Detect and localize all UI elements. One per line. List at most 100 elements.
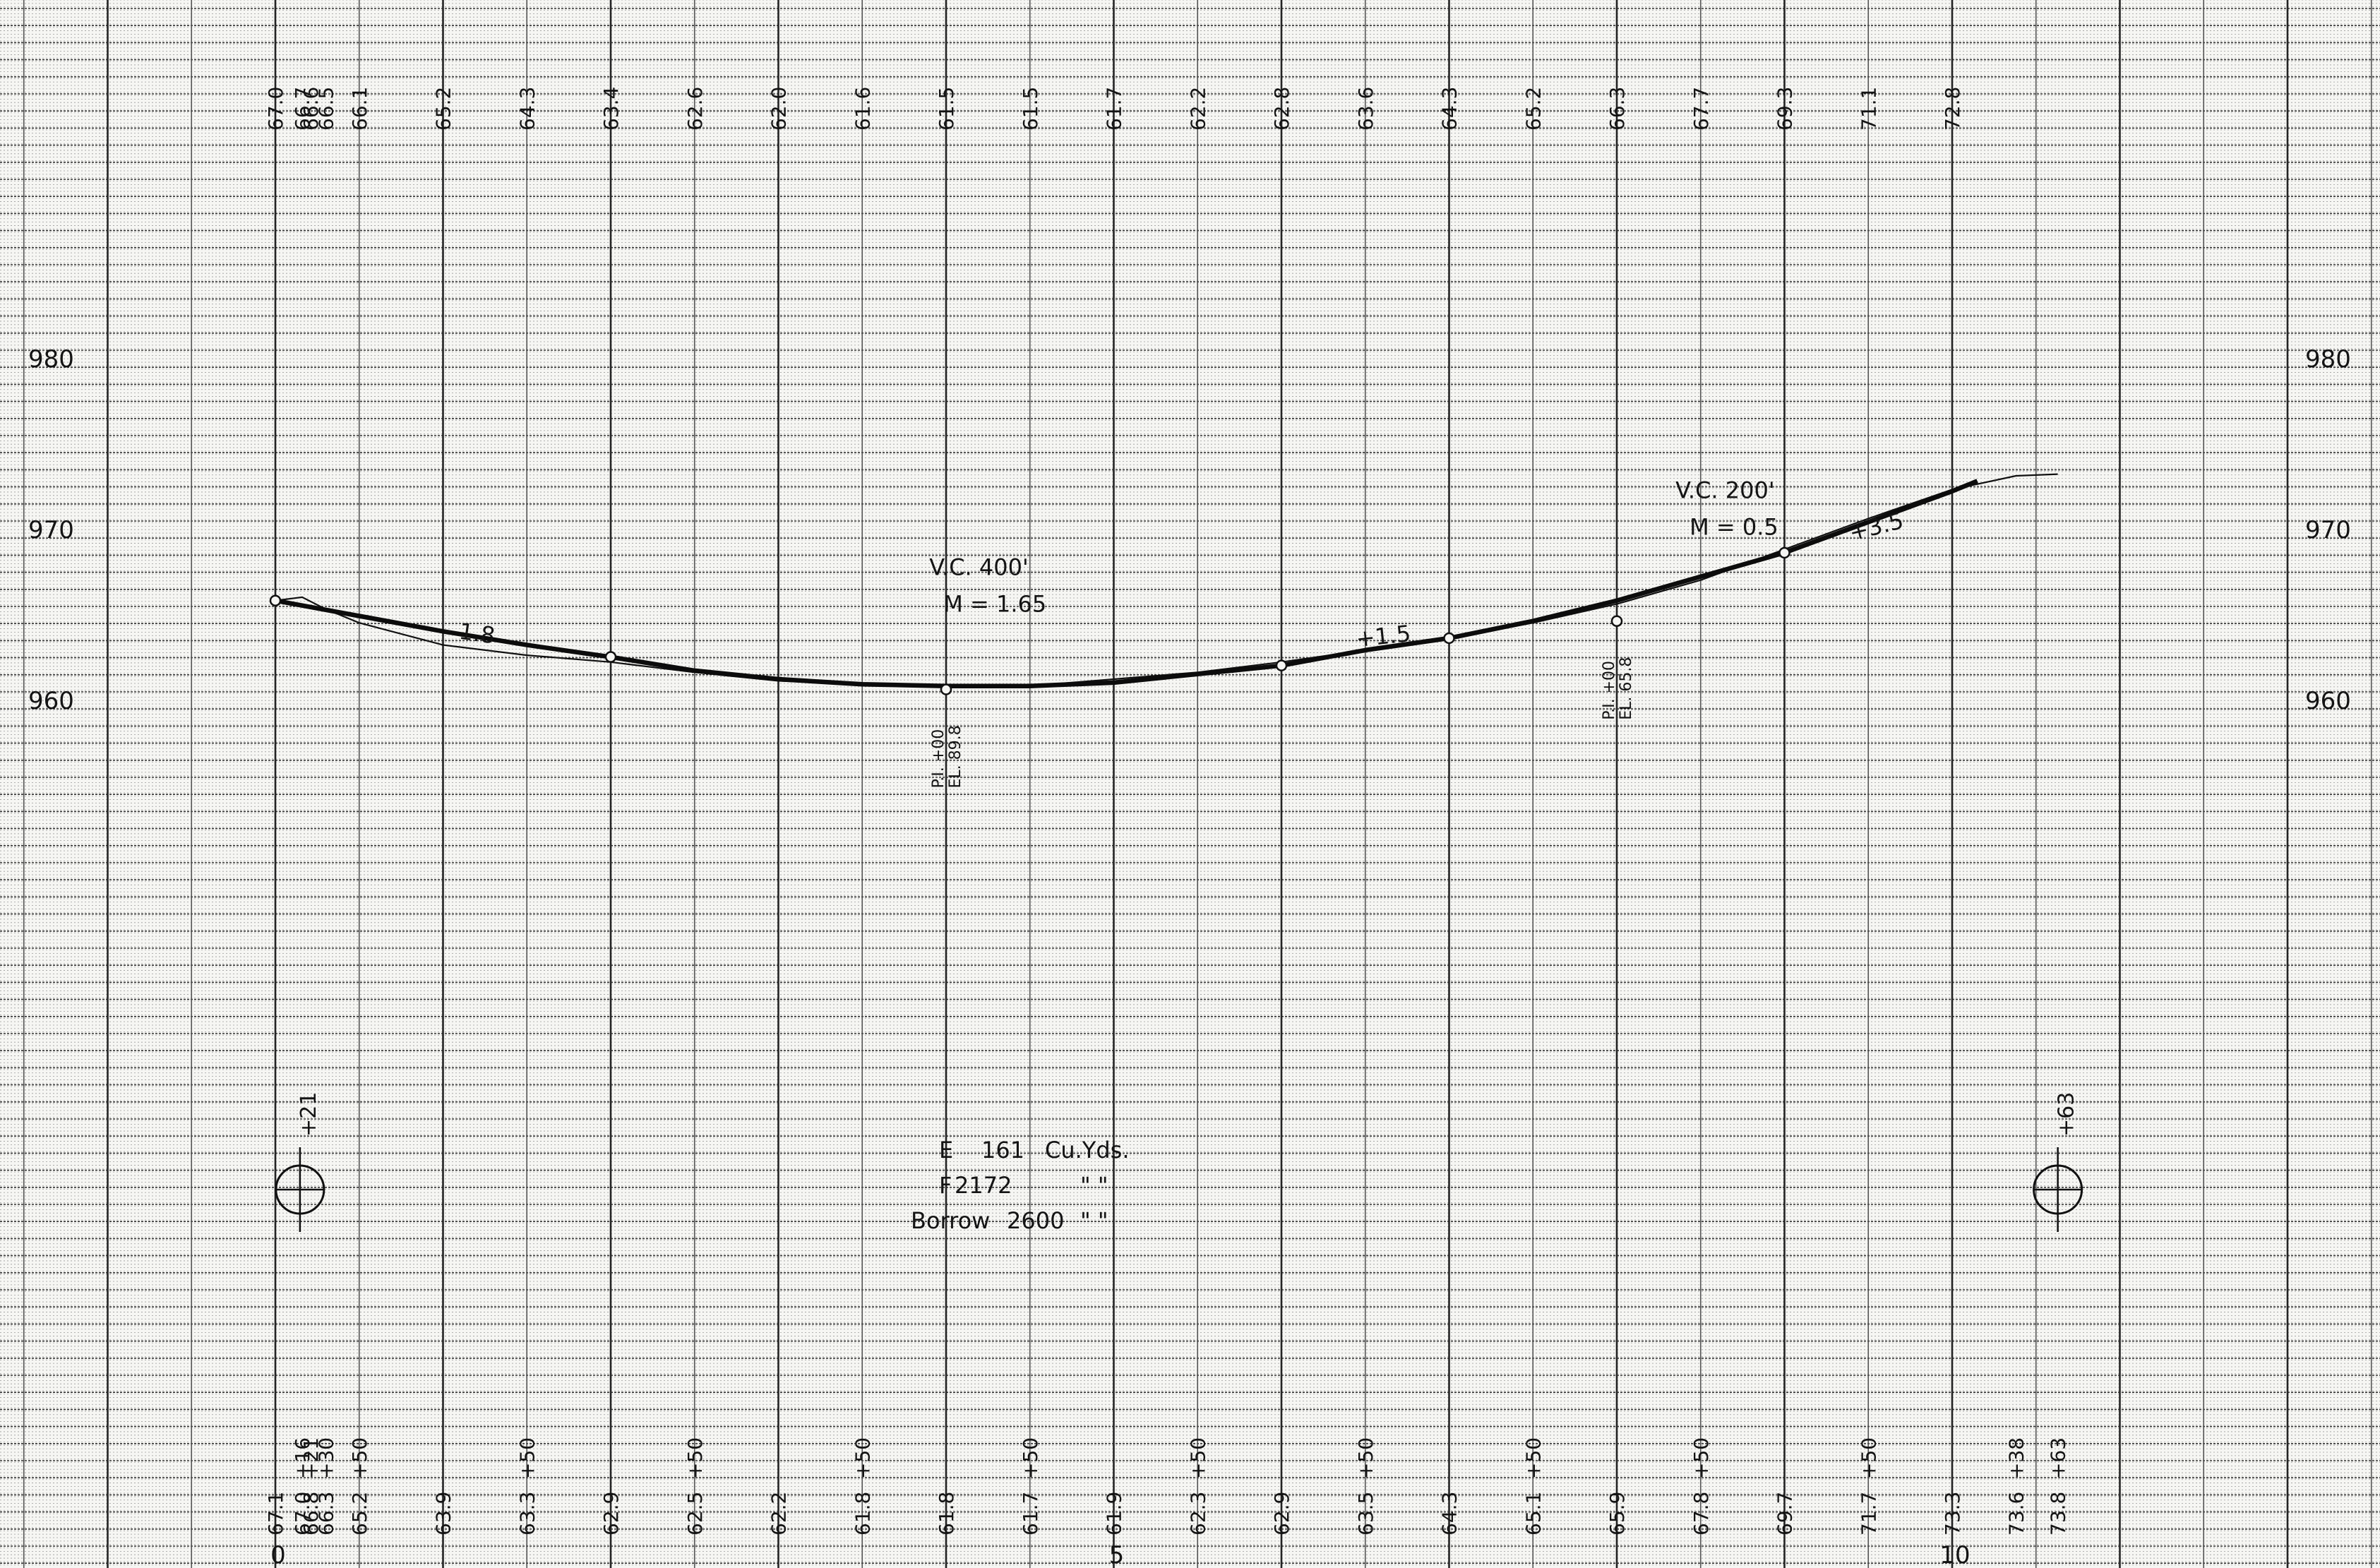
top-elevation-label: 67.0	[264, 87, 287, 131]
bottom-station-plus-label: +30	[314, 1437, 337, 1479]
bottom-elevation-label: 71.7	[1857, 1492, 1880, 1536]
grade-percent-label: +1.5	[1355, 620, 1412, 652]
top-elevation-label: 72.8	[1941, 87, 1964, 131]
grade-point-marker	[1443, 632, 1455, 645]
bottom-elevation-label: 65.1	[1521, 1492, 1545, 1536]
top-elevation-label: 65.2	[1521, 87, 1545, 131]
bottom-elevation-label: 62.3	[1186, 1492, 1209, 1536]
pi-point-marker	[940, 683, 952, 695]
bottom-elevation-label: 62.9	[1270, 1492, 1293, 1536]
pi-station-label: P.I. +00	[930, 729, 947, 789]
ground-profile-line	[275, 473, 2058, 687]
bottom-station-plus-label: +50	[348, 1437, 371, 1479]
grade-point-marker	[1275, 659, 1288, 671]
earthwork-quantity: 2172	[955, 1172, 1012, 1199]
elevation-label-right: 970	[2305, 516, 2351, 544]
vertical-curve-offset: M = 0.5	[1690, 514, 1778, 541]
bottom-elevation-label: 62.5	[683, 1492, 707, 1536]
elevation-label-left: 980	[28, 345, 74, 373]
elevation-label-right: 980	[2305, 345, 2351, 373]
pi-elevation-label: EL. 89.8	[947, 725, 964, 788]
elevation-label-right: 960	[2305, 687, 2351, 715]
bottom-elevation-label: 64.3	[1438, 1492, 1461, 1536]
bottom-elevation-label: 61.8	[851, 1492, 874, 1536]
bottom-station-plus-label: +50	[1354, 1437, 1377, 1479]
bottom-station-plus-label: +50	[1019, 1437, 1042, 1479]
earthwork-quantity: 161	[981, 1137, 1024, 1163]
bottom-elevation-label: 62.2	[767, 1492, 791, 1536]
bottom-station-plus-label: +38	[2004, 1437, 2028, 1479]
culvert-station-label: +63	[2055, 1092, 2079, 1137]
pi-point-marker	[1610, 615, 1623, 627]
bottom-station-plus-label: +21	[299, 1437, 323, 1479]
bottom-elevation-label: 66.3	[314, 1492, 337, 1536]
top-elevation-label: 66.3	[1605, 87, 1629, 131]
bottom-station-plus-label: +50	[683, 1437, 707, 1479]
bottom-station-plus-label: +50	[1521, 1437, 1545, 1479]
bottom-elevation-label: 65.2	[348, 1492, 371, 1536]
top-elevation-label: 62.8	[1270, 87, 1293, 131]
proposed-grade-line	[275, 479, 1978, 688]
vertical-curve-length: V.C. 200'	[1675, 477, 1775, 504]
bottom-station-plus-label: +50	[1857, 1437, 1880, 1479]
bottom-elevation-label: 61.7	[1019, 1492, 1042, 1536]
grade-percent-label: +3.5	[1846, 507, 1906, 546]
bottom-station-plus-label: +50	[851, 1437, 874, 1479]
top-elevation-label: 62.0	[767, 87, 791, 131]
elevation-label-left: 960	[28, 687, 74, 715]
top-elevation-label: 71.1	[1857, 87, 1880, 131]
top-elevation-label: 62.6	[683, 87, 707, 131]
earthwork-quantity: 2600	[1007, 1207, 1064, 1234]
grade-point-marker	[604, 651, 617, 663]
bottom-elevation-label: 67.0	[291, 1492, 314, 1536]
top-elevation-label: 65.2	[432, 87, 455, 131]
bottom-elevation-label: 61.8	[935, 1492, 958, 1536]
bottom-elevation-label: 63.3	[515, 1492, 539, 1536]
earthwork-unit: Cu.Yds.	[1045, 1137, 1130, 1163]
pi-elevation-label: EL. 65.8	[1617, 657, 1635, 720]
top-elevation-label: 61.5	[1019, 87, 1042, 131]
top-elevation-label: 62.2	[1186, 87, 1209, 131]
station-number: 5	[1109, 1541, 1125, 1568]
top-elevation-label: 64.3	[1438, 87, 1461, 131]
bottom-elevation-label: 66.8	[299, 1492, 323, 1536]
top-elevation-label: 61.7	[1103, 87, 1126, 131]
culvert-station-label: +21	[297, 1092, 321, 1137]
top-elevation-label: 66.5	[314, 87, 337, 131]
elevation-label-left: 970	[28, 516, 74, 544]
bottom-station-plus-label: +63	[2047, 1437, 2070, 1479]
top-elevation-label: 67.7	[1690, 87, 1713, 131]
bottom-elevation-label: 63.9	[432, 1492, 455, 1536]
top-elevation-label: 66.7	[291, 87, 314, 131]
pi-station-label: P.I. +00	[1601, 661, 1618, 720]
top-elevation-label: 66.6	[299, 87, 323, 131]
station-number: 0	[270, 1541, 286, 1568]
earthwork-unit: " "	[1080, 1172, 1108, 1199]
top-elevation-label: 66.1	[348, 87, 371, 131]
bottom-elevation-label: 69.7	[1774, 1492, 1797, 1536]
vertical-curve-length: V.C. 400'	[929, 553, 1029, 580]
bottom-elevation-label: 73.3	[1941, 1492, 1964, 1536]
top-elevation-label: 63.6	[1354, 87, 1377, 131]
grade-point-marker	[1778, 546, 1790, 559]
bottom-elevation-label: 63.5	[1354, 1492, 1377, 1536]
bottom-elevation-label: 65.9	[1605, 1492, 1629, 1536]
bottom-elevation-label: 62.9	[599, 1492, 623, 1536]
vertical-curve-offset: M = 1.65	[943, 590, 1046, 617]
bottom-elevation-label: 67.1	[264, 1492, 287, 1536]
top-elevation-label: 61.5	[935, 87, 958, 131]
grade-point-marker	[269, 594, 282, 606]
bottom-elevation-label: 61.9	[1103, 1492, 1126, 1536]
bottom-elevation-label: 67.8	[1690, 1492, 1713, 1536]
top-elevation-label: 63.4	[599, 87, 623, 131]
bottom-station-plus-label: +50	[1690, 1437, 1713, 1479]
earthwork-item-name: F	[939, 1172, 952, 1199]
bottom-elevation-label: 73.6	[2004, 1492, 2028, 1536]
top-elevation-label: 64.3	[515, 87, 539, 131]
earthwork-unit: " "	[1080, 1207, 1108, 1234]
top-elevation-label: 69.3	[1774, 87, 1797, 131]
bottom-station-plus-label: +16	[291, 1437, 314, 1479]
